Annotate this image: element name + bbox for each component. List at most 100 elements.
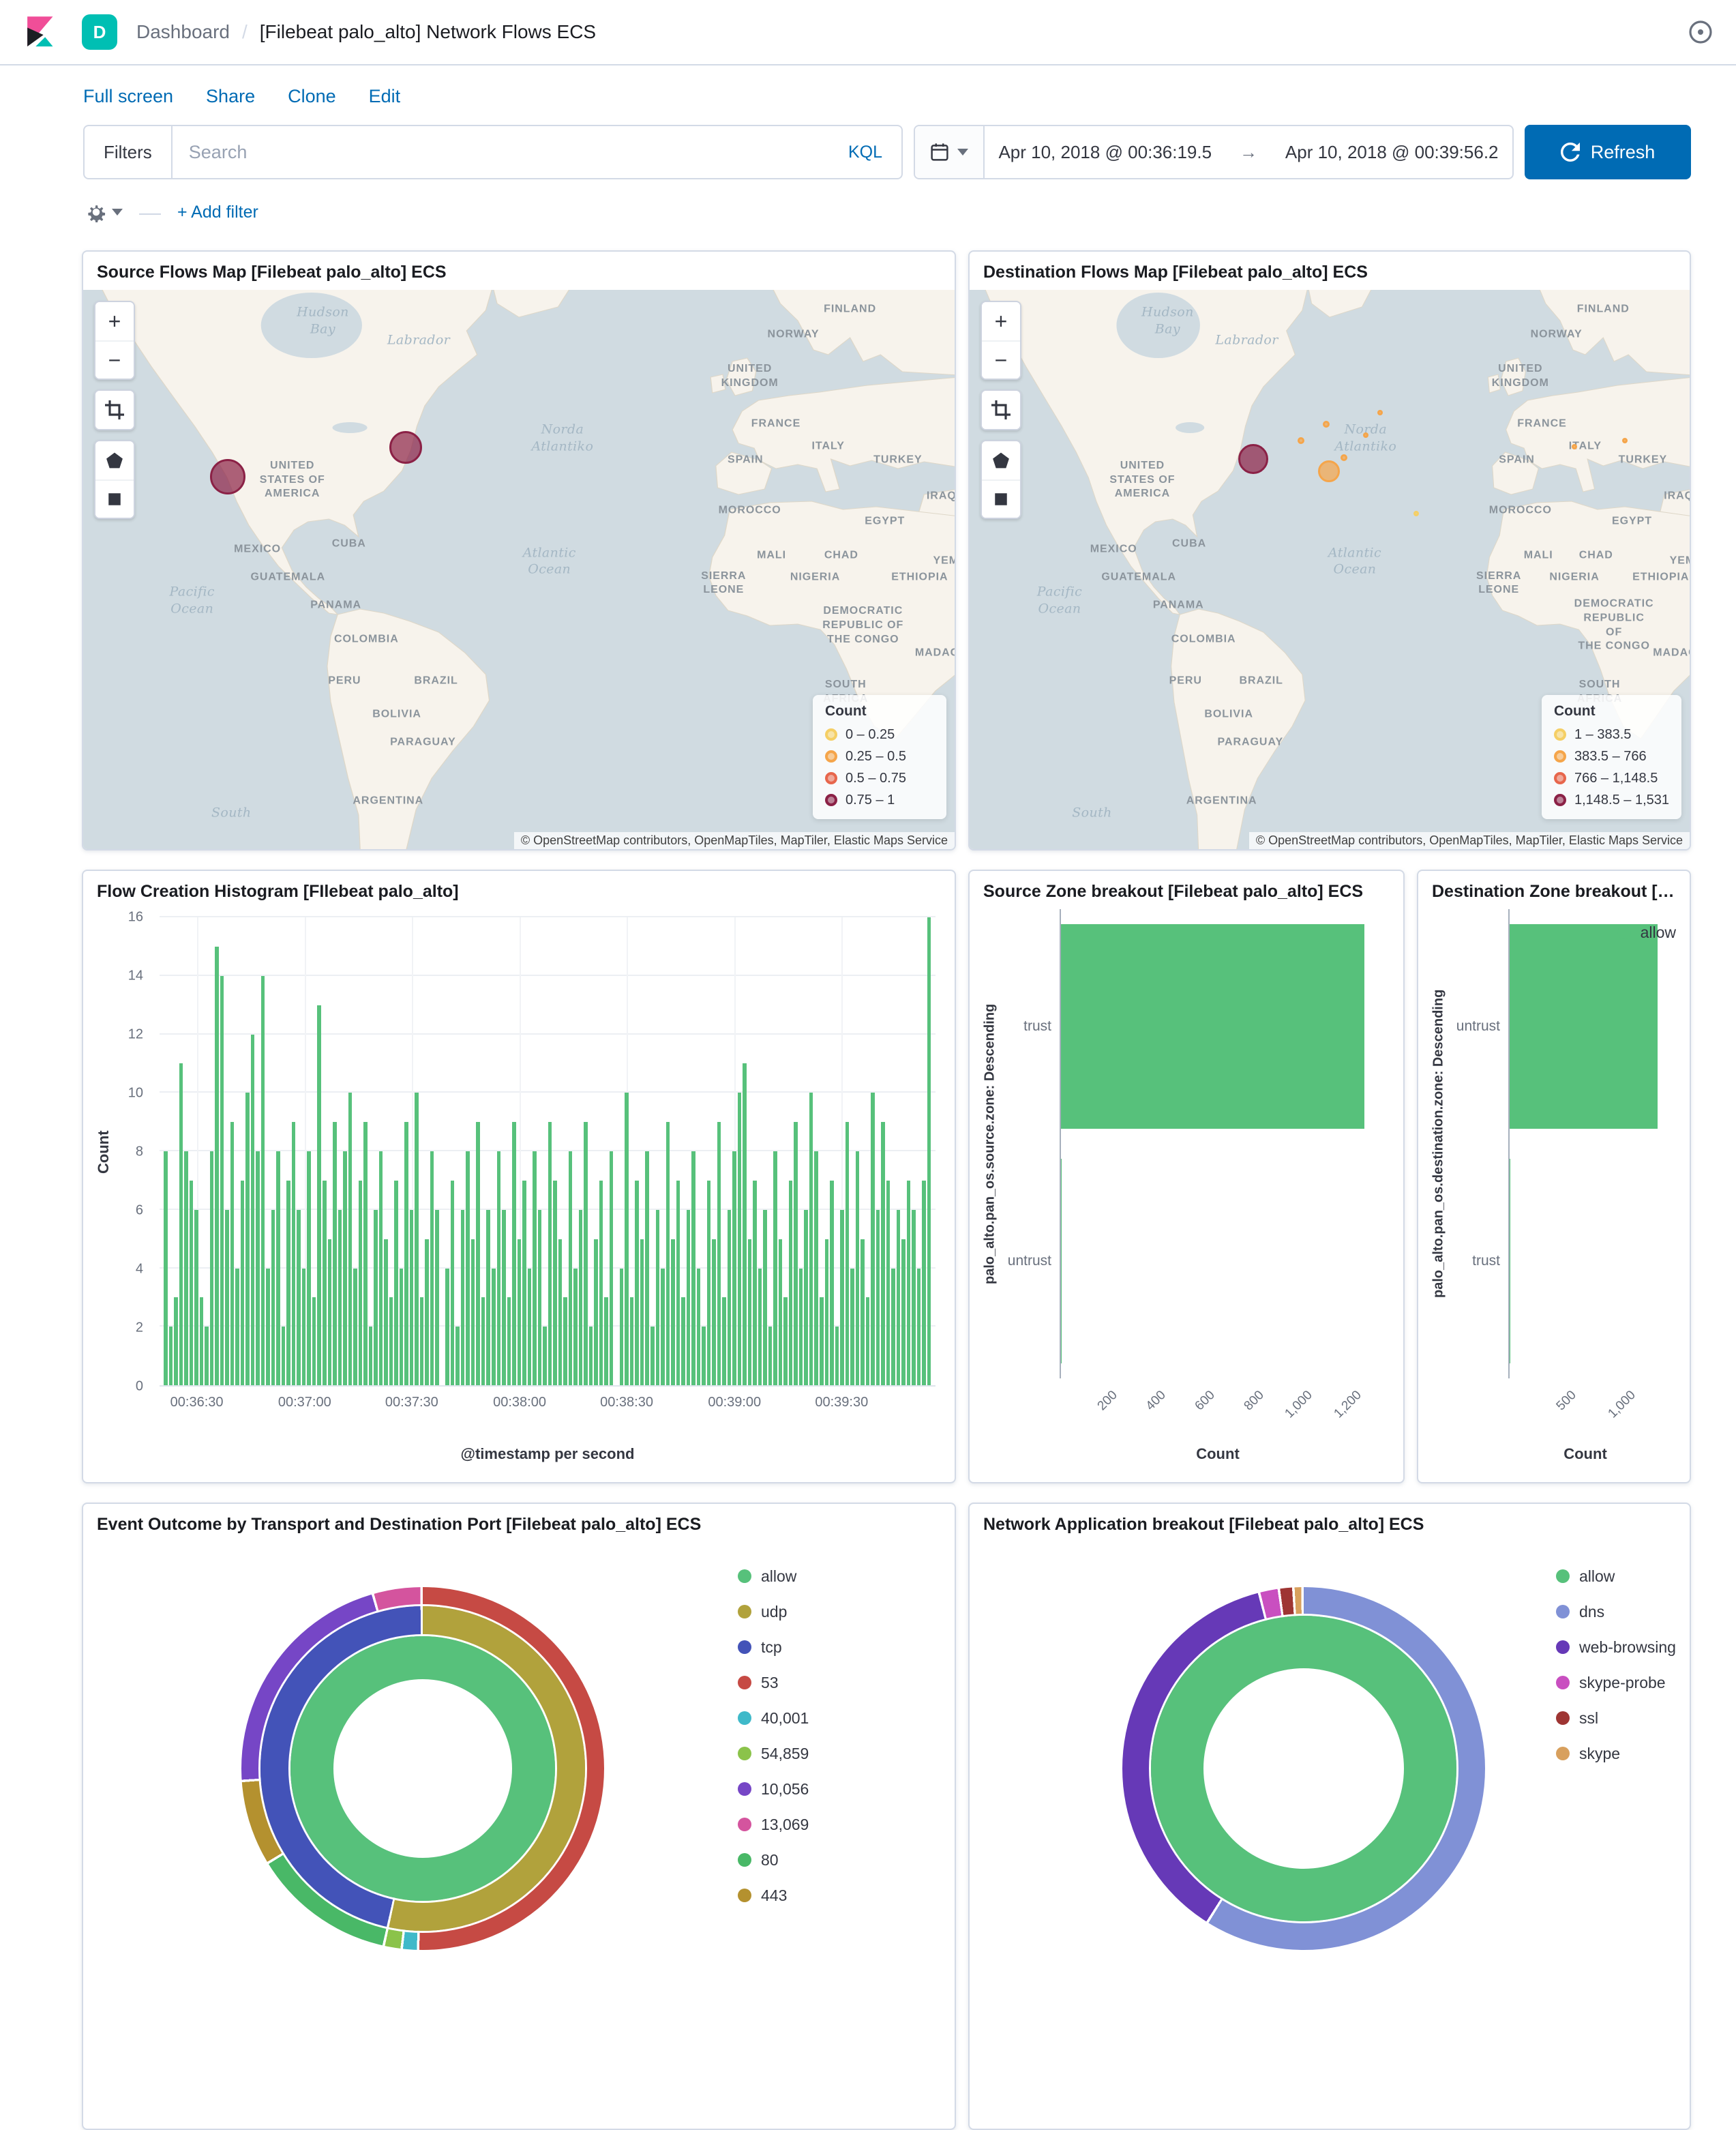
histogram-bar[interactable] [502, 1210, 506, 1385]
histogram-bar[interactable] [779, 1239, 783, 1385]
add-filter-link[interactable]: + Add filter [177, 203, 258, 222]
histogram-bar[interactable] [435, 1210, 439, 1385]
destination-zone-chart[interactable]: palo_alto.pan_os.destination.zone: Desce… [1429, 909, 1679, 1474]
histogram-bar[interactable] [430, 1151, 434, 1385]
histogram-bar[interactable] [820, 1297, 824, 1385]
histogram-bar[interactable] [573, 1269, 578, 1386]
histogram-bar[interactable] [691, 1151, 695, 1385]
zone-bar[interactable] [1510, 924, 1658, 1129]
kibana-logo-icon[interactable] [22, 14, 57, 50]
histogram-bar[interactable] [569, 1151, 573, 1385]
histogram-bar[interactable] [384, 1239, 388, 1385]
histogram-bar[interactable] [359, 1181, 363, 1385]
zoom-in-button[interactable]: + [982, 302, 1020, 340]
histogram-bar[interactable] [799, 1269, 803, 1386]
filter-settings-button[interactable] [86, 202, 123, 222]
histogram-bar[interactable] [707, 1181, 711, 1385]
histogram-bar[interactable] [579, 1210, 583, 1385]
histogram-bar[interactable] [225, 1210, 229, 1385]
histogram-bar[interactable] [256, 1151, 260, 1385]
panel-title[interactable]: Destination Zone breakout [Filebeat palo… [1418, 871, 1690, 907]
histogram-bar[interactable] [794, 1122, 798, 1385]
legend-item[interactable]: 13,069 [738, 1807, 809, 1842]
histogram-bar[interactable] [845, 1122, 850, 1385]
histogram-bar[interactable] [404, 1122, 408, 1385]
histogram-bar[interactable] [558, 1239, 563, 1385]
histogram-bar[interactable] [825, 1239, 829, 1385]
histogram-bar[interactable] [466, 1151, 470, 1385]
histogram-bar[interactable] [912, 1210, 916, 1385]
histogram-bar[interactable] [164, 1151, 168, 1385]
histogram-bar[interactable] [804, 1210, 808, 1385]
map-data-bubble[interactable] [1298, 437, 1304, 444]
histogram-bar[interactable] [471, 1239, 475, 1385]
histogram-bar[interactable] [702, 1327, 706, 1385]
histogram-bar[interactable] [748, 1239, 752, 1385]
kql-switch[interactable]: KQL [829, 143, 901, 162]
histogram-bar[interactable] [302, 1269, 306, 1386]
legend-item[interactable]: 766 – 1,148.5 [1554, 767, 1669, 789]
histogram-bar[interactable] [661, 1269, 665, 1386]
map-data-bubble[interactable] [1341, 454, 1347, 461]
histogram-bar[interactable] [348, 1093, 353, 1385]
histogram-bar[interactable] [312, 1297, 316, 1385]
histogram-bar[interactable] [768, 1327, 773, 1385]
histogram-bar[interactable] [533, 1151, 537, 1385]
map-data-bubble[interactable] [1572, 444, 1577, 449]
histogram-bar[interactable] [840, 1210, 844, 1385]
histogram-bar[interactable] [169, 1327, 173, 1385]
histogram-bar[interactable] [783, 1297, 788, 1385]
map-data-bubble[interactable] [1238, 444, 1268, 474]
histogram-bar[interactable] [907, 1181, 911, 1385]
histogram-bar[interactable] [901, 1239, 906, 1385]
panel-title[interactable]: Source Flows Map [Filebeat palo_alto] EC… [83, 252, 955, 288]
histogram-bar[interactable] [190, 1181, 194, 1385]
histogram-bar[interactable] [261, 976, 265, 1385]
histogram-bar[interactable] [518, 1239, 522, 1385]
histogram-bar[interactable] [328, 1239, 332, 1385]
histogram-bar[interactable] [891, 1269, 895, 1386]
histogram-bar[interactable] [850, 1269, 854, 1386]
histogram-bar[interactable] [461, 1210, 465, 1385]
draw-polygon-button[interactable] [95, 441, 134, 479]
histogram-bar[interactable] [179, 1063, 183, 1385]
legend-item[interactable]: ssl [1556, 1700, 1676, 1736]
histogram-bar[interactable] [241, 1181, 245, 1385]
histogram-bar[interactable] [220, 976, 224, 1385]
histogram-bar[interactable] [215, 947, 219, 1385]
histogram-bar[interactable] [338, 1210, 342, 1385]
legend-item[interactable]: 1,148.5 – 1,531 [1554, 789, 1669, 811]
histogram-bar[interactable] [174, 1297, 178, 1385]
histogram-bar[interactable] [276, 1151, 280, 1385]
histogram-bar[interactable] [343, 1151, 347, 1385]
histogram-bar[interactable] [497, 1151, 501, 1385]
date-to[interactable]: Apr 10, 2018 @ 00:39:56.2 [1285, 142, 1499, 163]
histogram-bar[interactable] [271, 1210, 275, 1385]
draw-rectangle-button[interactable] [982, 479, 1020, 518]
calendar-button[interactable] [915, 126, 985, 178]
legend-item[interactable]: udp [738, 1594, 809, 1629]
histogram-bar[interactable] [681, 1297, 685, 1385]
legend-item[interactable]: 10,056 [738, 1771, 809, 1807]
panel-title[interactable]: Source Zone breakout [Filebeat palo_alto… [970, 871, 1403, 907]
histogram-bar[interactable] [717, 1122, 721, 1385]
source-zone-chart[interactable]: palo_alto.pan_os.source.zone: Descending… [981, 909, 1392, 1474]
legend-item[interactable]: 80 [738, 1842, 809, 1878]
histogram-bar[interactable] [369, 1327, 373, 1385]
histogram-bar[interactable] [563, 1297, 567, 1385]
legend-item[interactable]: 54,859 [738, 1736, 809, 1771]
histogram-bar[interactable] [200, 1297, 204, 1385]
refresh-button[interactable]: Refresh [1525, 125, 1691, 179]
legend-item[interactable]: 0.25 – 0.5 [825, 745, 934, 767]
histogram-bar[interactable] [830, 1181, 834, 1385]
legend-item[interactable]: 443 [738, 1878, 809, 1913]
panel-title[interactable]: Flow Creation Histogram [FIlebeat palo_a… [83, 871, 955, 907]
event-outcome-donut[interactable] [83, 1542, 955, 2129]
histogram-bar[interactable] [676, 1181, 680, 1385]
histogram-bar[interactable] [743, 1063, 747, 1385]
breadcrumb-dashboard[interactable]: Dashboard [136, 21, 230, 43]
histogram-bar[interactable] [538, 1210, 542, 1385]
histogram-bar[interactable] [445, 1269, 449, 1386]
histogram-bar[interactable] [548, 1122, 552, 1385]
